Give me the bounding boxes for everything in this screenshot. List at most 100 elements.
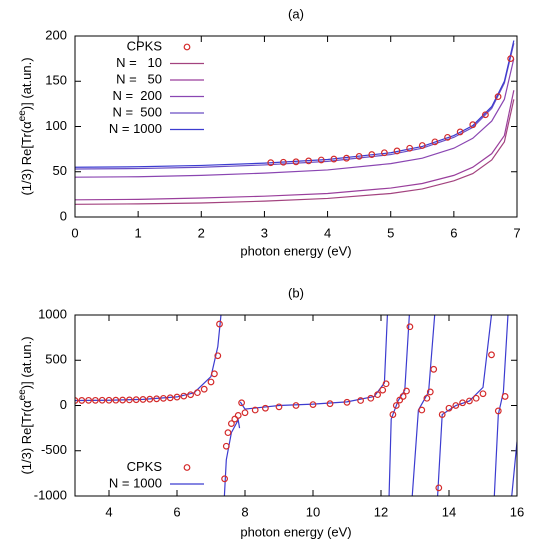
- x-tick-label: 16: [510, 504, 524, 519]
- data-point: [469, 121, 477, 129]
- data-point: [445, 404, 453, 412]
- x-tick-label: 12: [374, 504, 388, 519]
- x-tick-label: 14: [442, 504, 456, 519]
- data-point: [241, 409, 249, 417]
- data-point: [251, 406, 259, 414]
- data-point: [488, 351, 495, 359]
- data-point: [389, 411, 397, 418]
- series-line: [75, 99, 515, 205]
- data-point: [330, 155, 338, 163]
- data-point: [507, 55, 515, 63]
- data-point: [305, 157, 313, 165]
- data-point: [393, 147, 401, 155]
- data-point: [501, 393, 509, 400]
- y-axis-label-part: ee: [17, 389, 28, 401]
- data-point: [78, 397, 86, 404]
- data-point: [472, 394, 480, 402]
- y-axis-label: (1/3) Re[Tr(αee)] (at.un.): [17, 336, 34, 474]
- data-point: [396, 396, 404, 404]
- data-point: [105, 396, 113, 404]
- data-point: [85, 396, 92, 404]
- data-point: [139, 396, 147, 403]
- y-axis-label-part: (1/3) Re[Tr(α: [19, 400, 34, 475]
- plot-area: [75, 315, 517, 496]
- data-point: [374, 391, 382, 399]
- data-point: [227, 420, 235, 428]
- series-line: [75, 58, 515, 178]
- data-point: [426, 388, 434, 396]
- x-tick-label: 8: [241, 504, 248, 519]
- data-point: [153, 395, 161, 403]
- data-point: [193, 389, 201, 397]
- data-point: [309, 401, 317, 408]
- x-tick-label: 6: [173, 504, 180, 519]
- data-point: [187, 391, 195, 399]
- data-point: [292, 402, 300, 409]
- data-point: [234, 412, 242, 419]
- data-point: [317, 156, 325, 164]
- data-point: [355, 152, 363, 160]
- x-tick-label: 3: [261, 225, 268, 240]
- x-axis-label: photon energy (eV): [240, 243, 351, 258]
- x-tick-label: 6: [450, 225, 457, 240]
- data-point: [125, 396, 133, 404]
- data-point: [224, 429, 232, 437]
- data-point: [418, 142, 426, 149]
- data-point: [382, 380, 390, 388]
- y-tick-label: 500: [45, 352, 67, 367]
- data-point: [119, 396, 126, 404]
- legend-label: N = 1000: [109, 121, 162, 136]
- data-point: [357, 397, 365, 404]
- plot-area: [75, 40, 515, 205]
- data-point: [444, 133, 451, 141]
- data-point: [430, 365, 438, 373]
- data-point: [406, 323, 414, 331]
- data-point: [231, 415, 239, 423]
- data-point: [292, 158, 300, 166]
- data-point: [75, 397, 79, 404]
- data-point: [112, 396, 120, 404]
- data-point: [221, 475, 229, 483]
- x-tick-label: 5: [387, 225, 394, 240]
- data-point: [368, 151, 376, 158]
- data-point: [431, 138, 439, 146]
- series-line: [75, 40, 515, 168]
- y-tick-label: -1000: [34, 487, 67, 502]
- data-point: [379, 386, 387, 394]
- y-axis-label-part: )] (at.un.): [19, 336, 34, 389]
- data-point: [418, 406, 426, 414]
- legend-label: N = 10: [116, 55, 162, 70]
- data-point: [367, 394, 375, 402]
- data-point: [200, 385, 208, 393]
- data-point: [238, 399, 246, 407]
- x-tick-label: 7: [513, 225, 520, 240]
- y-tick-label: 150: [45, 73, 67, 88]
- data-point: [343, 154, 350, 162]
- data-point: [98, 396, 106, 404]
- y-tick-label: 100: [45, 118, 67, 133]
- data-point: [438, 411, 446, 418]
- data-point: [381, 149, 388, 157]
- data-point: [399, 393, 407, 400]
- data-point: [459, 399, 467, 407]
- data-point: [262, 404, 269, 412]
- chart-title: (a): [288, 6, 304, 21]
- data-point: [403, 387, 410, 395]
- legend-label: N = 50: [116, 71, 162, 86]
- data-point: [91, 396, 99, 404]
- data-point: [392, 402, 400, 409]
- data-point: [267, 159, 275, 167]
- data-point: [423, 394, 431, 402]
- data-point: [173, 393, 181, 401]
- data-point: [326, 400, 334, 408]
- y-tick-label: 0: [60, 208, 67, 223]
- series-line: [75, 90, 515, 201]
- data-point: [222, 442, 230, 450]
- data-point: [494, 407, 502, 415]
- x-tick-label: 4: [105, 504, 112, 519]
- x-tick-label: 10: [306, 504, 320, 519]
- data-point: [482, 111, 489, 119]
- legend-marker: [183, 464, 191, 471]
- legend-label: N = 1000: [109, 475, 162, 490]
